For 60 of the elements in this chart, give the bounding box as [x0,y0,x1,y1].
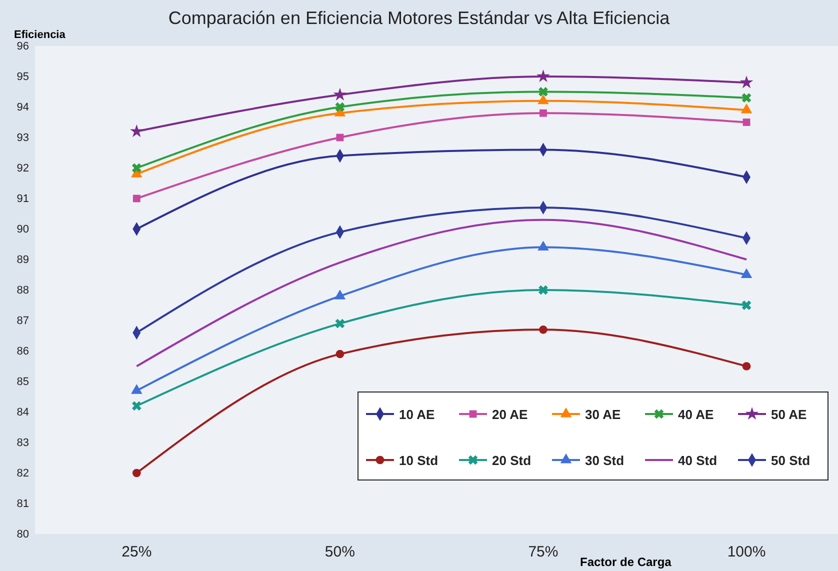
x-axis-title: Factor de Carga [580,555,672,569]
y-tick-label: 92 [16,162,29,175]
y-axis-title: Eficiencia [14,29,66,41]
y-tick-label: 80 [16,528,29,541]
y-tick-label: 91 [16,193,29,206]
chart-title: Comparación en Eficiencia Motores Estándar vs Alta Eficiencia [168,8,671,28]
point [538,94,549,104]
point [132,401,142,411]
y-tick-label: 87 [16,315,29,328]
legend-label: 40 AE [678,407,714,422]
x-tick-label: 100% [727,544,766,561]
point [740,268,752,278]
point [132,194,140,202]
y-tick-label: 93 [16,132,29,144]
point [740,104,752,114]
legend-label: 20 Std [492,453,532,468]
point [336,350,344,358]
legend-label: 50 Std [771,453,810,468]
legend-label: 20 AE [492,407,528,422]
y-tick-label: 89 [16,254,29,266]
y-tick-label: 96 [16,40,29,53]
legend-label: 30 Std [585,453,624,468]
y-tick-label: 90 [16,224,29,236]
y-tick-label: 81 [16,498,29,510]
point [130,124,144,138]
legend-label: 50 AE [771,407,807,422]
point [132,163,142,173]
point [740,76,754,88]
legend-label: 40 Std [678,453,718,468]
point [335,318,345,328]
y-tick-label: 86 [16,346,29,358]
point [536,70,550,82]
point [333,88,347,100]
line-series [136,218,748,368]
legend-label: 10 Std [399,453,438,468]
legend-label: 10 AE [399,407,435,422]
point [336,134,344,142]
point [742,362,751,370]
point [335,102,345,112]
x-tick-label: 75% [528,544,558,561]
point [538,240,549,251]
y-tick-label: 84 [16,406,29,419]
y-tick-label: 88 [16,284,29,297]
y-tick-label: 95 [16,71,29,84]
y-tick-label: 85 [16,376,29,388]
legend-label: 30 AE [585,407,621,422]
y-tick-label: 94 [16,102,29,114]
point [132,468,141,478]
point [742,93,752,103]
point [742,300,752,310]
y-tick-label: 82 [16,468,29,480]
point [540,109,547,117]
point [539,325,548,334]
y-tick-label: 83 [16,437,29,450]
point [334,290,346,300]
point [538,87,548,96]
x-tick-label: 50% [324,544,355,561]
point [742,118,750,126]
x-tick-label: 25% [122,544,152,561]
point [538,285,548,295]
